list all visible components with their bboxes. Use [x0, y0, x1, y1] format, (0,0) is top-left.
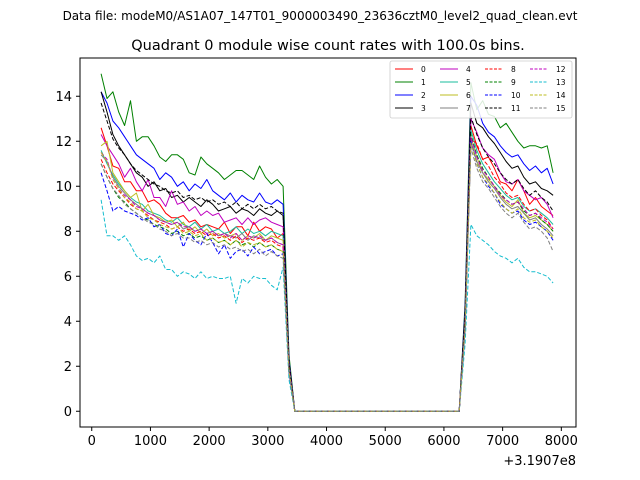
series-line-14	[100, 143, 554, 412]
x-tick-label: 4000	[310, 434, 343, 449]
y-tick-label: 10	[55, 180, 72, 195]
series-group	[100, 73, 554, 412]
x-tick-label: 1000	[134, 434, 167, 449]
legend-label-4: 4	[466, 65, 471, 74]
legend-label-3: 3	[421, 104, 426, 113]
legend-label-7: 7	[466, 104, 471, 113]
legend-label-11: 11	[511, 104, 521, 113]
legend-label-14: 14	[556, 91, 566, 100]
y-tick-label: 2	[64, 360, 72, 375]
series-line-8	[100, 138, 554, 412]
legend-label-0: 0	[421, 65, 426, 74]
legend-label-8: 8	[511, 65, 516, 74]
legend-label-13: 13	[556, 78, 566, 87]
legend-label-15: 15	[556, 104, 566, 113]
legend-label-9: 9	[511, 78, 516, 87]
plot-area: 0 1000 2000 3000 4000 5000 6000 7000 80000246810…	[55, 57, 578, 449]
y-tick-label: 6	[64, 270, 72, 285]
legend-label-12: 12	[556, 65, 566, 74]
chart-title: Quadrant 0 module wise count rates with …	[131, 38, 525, 54]
legend-label-6: 6	[466, 91, 471, 100]
y-tick-label: 4	[64, 315, 72, 330]
x-tick-label: 3000	[251, 434, 284, 449]
legend-label-10: 10	[511, 91, 521, 100]
suptitle: Data file: modeM0/AS1A07_147T01_90000034…	[63, 9, 578, 23]
y-tick-label: 14	[55, 90, 72, 105]
series-line-12	[100, 136, 554, 412]
series-line-15	[100, 147, 554, 412]
y-tick-label: 0	[64, 405, 72, 420]
x-tick-label: 6000	[427, 434, 460, 449]
y-tick-label: 8	[64, 225, 72, 240]
legend-label-2: 2	[421, 91, 426, 100]
legend-label-1: 1	[421, 78, 426, 87]
x-tick-label: 7000	[486, 434, 519, 449]
x-tick-label: 2000	[193, 434, 226, 449]
legend-box	[389, 60, 573, 119]
x-offset-label: +3.1907e8	[503, 454, 576, 469]
x-tick-label: 5000	[369, 434, 402, 449]
x-tick-label: 8000	[545, 434, 578, 449]
x-tick-label: 0	[88, 434, 96, 449]
legend-label-5: 5	[466, 78, 471, 87]
y-tick-label: 12	[55, 135, 72, 150]
axes-frame	[79, 57, 577, 428]
